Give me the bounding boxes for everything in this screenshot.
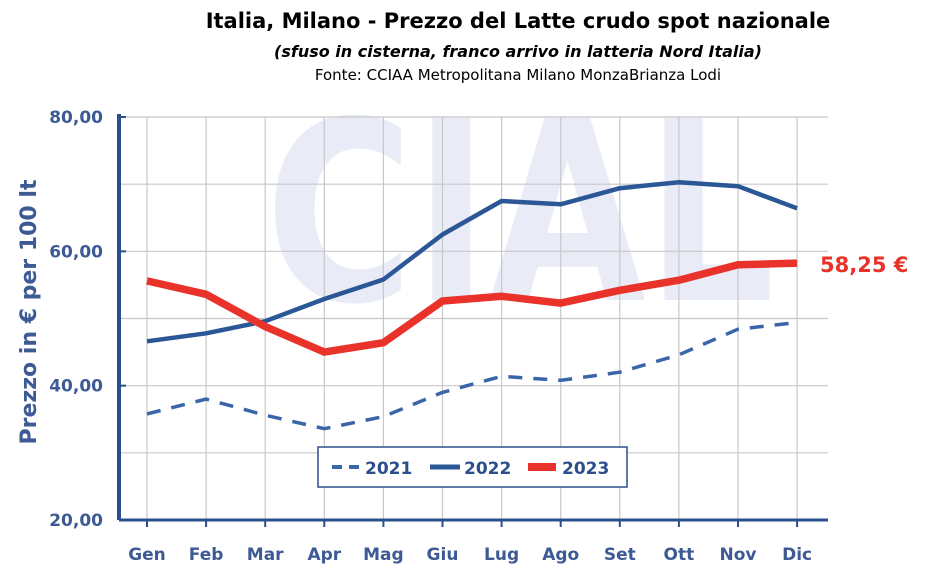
legend-label-2022: 2022 xyxy=(464,459,511,479)
series-line-2023 xyxy=(146,259,798,356)
axes xyxy=(117,114,828,522)
legend-label-2023: 2023 xyxy=(562,459,609,479)
watermark: CIAL xyxy=(265,68,775,359)
x-tick-label-Apr: Apr xyxy=(307,545,341,565)
y-tick-label-60: 60,00 xyxy=(49,242,103,262)
legend: 2021 2022 2023 xyxy=(317,446,628,488)
x-tick-label-Mag: Mag xyxy=(363,545,404,565)
legend-box xyxy=(317,446,628,488)
x-tick-label-Gen: Gen xyxy=(128,545,166,565)
x-tick-label-Feb: Feb xyxy=(189,545,224,565)
y-tick-label-80: 80,00 xyxy=(49,108,103,128)
y-tick-label-20: 20,00 xyxy=(49,511,103,531)
x-tick-label-Giu: Giu xyxy=(427,545,459,565)
y-tick-label-40: 40,00 xyxy=(49,377,103,397)
chart-title: Italia, Milano - Prezzo del Latte crudo … xyxy=(206,9,831,33)
x-tick-label-Ott: Ott xyxy=(664,545,695,565)
x-tick-label-Lug: Lug xyxy=(484,545,519,565)
x-tick-label-Nov: Nov xyxy=(720,545,757,565)
series-lines xyxy=(146,179,798,431)
end-value-label: 58,25 € xyxy=(820,253,908,277)
chart-source: Fonte: CCIAA Metropolitana Milano MonzaB… xyxy=(315,66,721,84)
x-ticks: Gen Feb Mar Apr Mag Giu Lug Ago Set Ott Nov Dic xyxy=(128,520,812,565)
legend-label-2021: 2021 xyxy=(365,459,412,479)
y-axis-label: Prezzo in € per 100 lt xyxy=(17,179,42,444)
chart-subtitle: (sfuso in cisterna, franco arrivo in lat… xyxy=(274,42,762,61)
x-tick-label-Mar: Mar xyxy=(247,545,284,565)
series-line-2021 xyxy=(146,320,798,431)
x-tick-label-Ago: Ago xyxy=(542,545,579,565)
x-tick-label-Dic: Dic xyxy=(782,545,812,565)
x-tick-label-Set: Set xyxy=(604,545,636,565)
y-ticks: 20,00 40,00 60,00 80,00 xyxy=(49,108,126,531)
